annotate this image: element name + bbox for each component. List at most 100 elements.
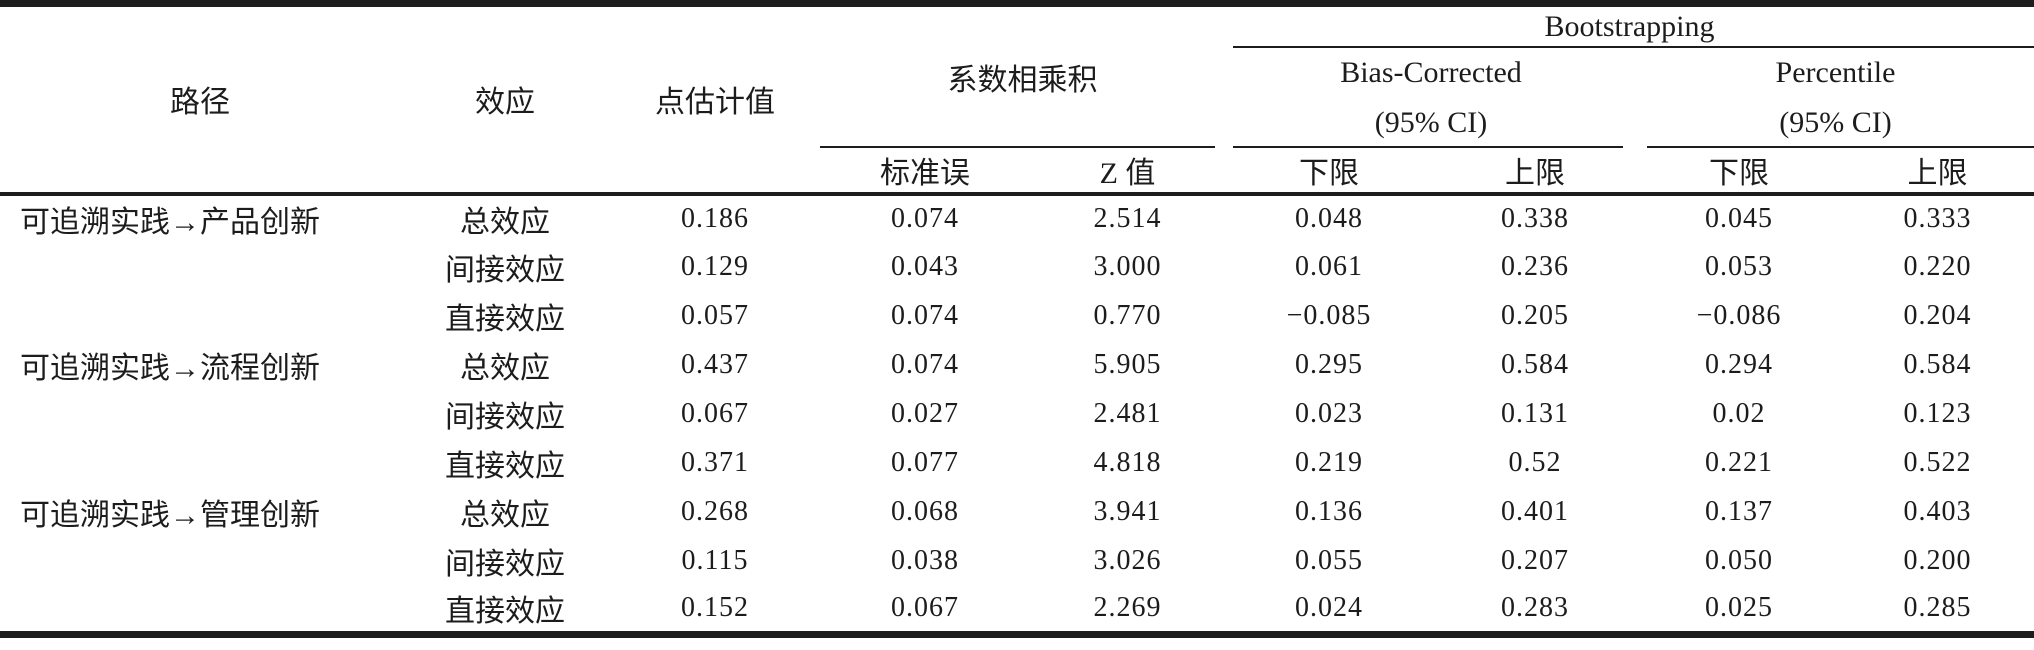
cell-std-error: 0.067 [891,592,959,624]
cell-path [0,243,400,292]
cell-point-estimate: 0.067 [681,398,749,429]
cell-bc-lower: 0.023 [1295,398,1363,429]
cell-std-error: 0.068 [891,496,959,527]
bias-corrected-label: Bias-Corrected [1340,55,1522,89]
cell-bc-upper: 0.205 [1501,300,1569,331]
col-header-bc-upper: 上限 [1505,156,1565,190]
cell-pct-upper: 0.285 [1903,592,1972,624]
cell-effect: 总效应 [460,352,550,385]
percentile-label: Percentile [1775,55,1896,89]
col-header-bc-lower: 下限 [1299,156,1359,190]
cell-z-value: 3.026 [1093,545,1162,576]
cell-point-estimate: 0.152 [681,592,749,624]
cell-pct-upper: 0.522 [1903,447,1972,478]
cell-pct-lower: 0.221 [1705,447,1773,478]
cell-std-error: 0.077 [891,447,959,478]
table-row: 间接效应 0.115 0.038 3.026 0.055 0.207 0.050… [0,537,2034,586]
cell-bc-upper: 0.52 [1508,447,1562,478]
cell-path [0,537,400,586]
bias-corrected-ci-label: (95% CI) [1374,105,1488,139]
table-row: 直接效应 0.152 0.067 2.269 0.024 0.283 0.025… [0,586,2034,635]
col-header-point-estimate: 点估计值 [655,86,775,120]
cell-z-value: 5.905 [1093,349,1162,380]
cell-effect: 间接效应 [445,254,565,287]
table-row: 可追溯实践→产品创新 总效应 0.186 0.074 2.514 0.048 0… [0,191,2034,243]
cell-bc-upper: 0.584 [1501,349,1569,380]
col-header-pct-upper: 上限 [1907,156,1968,190]
cell-effect: 间接效应 [445,548,565,581]
cell-bc-upper: 0.338 [1433,191,1637,243]
cell-pct-upper: 0.204 [1903,300,1972,331]
cell-path [0,292,400,341]
cell-point-estimate: 0.371 [681,447,749,478]
cell-bc-upper: 0.236 [1501,251,1569,282]
table-header: 路径 效应 点估计值 系数相乘积 Bootstrapping Bias-Corr… [0,4,2034,194]
cell-pct-lower: 0.050 [1705,545,1773,576]
header-row-top: 路径 效应 点估计值 系数相乘积 Bootstrapping [0,4,2034,144]
cell-z-value: 4.818 [1093,447,1162,478]
cell-pct-upper: 0.584 [1903,349,1972,380]
cell-std-error: 0.027 [891,398,959,429]
table-row: 直接效应 0.057 0.074 0.770 −0.085 0.205 −0.0… [0,292,2034,341]
cell-point-estimate: 0.437 [681,349,749,380]
cell-point-estimate: 0.115 [681,545,749,576]
cell-z-value: 2.514 [1030,191,1225,243]
cell-bc-upper: 0.207 [1501,545,1569,576]
cell-pct-lower: −0.086 [1696,300,1782,331]
cell-bc-lower: 0.136 [1295,496,1363,527]
col-header-z-value: Z 值 [1099,156,1156,190]
cell-std-error: 0.074 [891,349,959,380]
cell-point-estimate: 0.268 [681,496,749,527]
cell-z-value: 0.770 [1093,300,1162,331]
cell-bc-upper: 0.283 [1501,592,1569,624]
table-row: 可追溯实践→管理创新 总效应 0.268 0.068 3.941 0.136 0… [0,488,2034,537]
col-header-effect: 效应 [475,86,535,120]
col-header-path: 路径 [170,86,230,120]
cell-bc-upper: 0.131 [1501,398,1569,429]
cell-effect: 总效应 [460,499,550,532]
cell-effect: 直接效应 [445,303,565,336]
cell-effect: 间接效应 [445,401,565,434]
cell-point-estimate: 0.186 [610,191,820,243]
cell-effect: 直接效应 [445,595,565,629]
cell-pct-upper: 0.403 [1903,496,1972,527]
table-row: 间接效应 0.129 0.043 3.000 0.061 0.236 0.053… [0,243,2034,292]
cell-z-value: 3.941 [1093,496,1162,527]
table-body: 可追溯实践→产品创新 总效应 0.186 0.074 2.514 0.048 0… [0,191,2034,635]
cell-bc-lower: 0.048 [1225,191,1433,243]
cell-path: 可追溯实践→管理创新 [20,499,320,532]
cell-path: 可追溯实践→流程创新 [20,352,320,385]
cell-pct-upper: 0.220 [1903,251,1972,282]
cell-z-value: 2.269 [1093,592,1162,624]
percentile-ci-label: (95% CI) [1779,105,1892,139]
cell-pct-lower: 0.294 [1705,349,1773,380]
table-row: 直接效应 0.371 0.077 4.818 0.219 0.52 0.221 … [0,439,2034,488]
cell-pct-upper: 0.123 [1903,398,1972,429]
table-row: 间接效应 0.067 0.027 2.481 0.023 0.131 0.02 … [0,390,2034,439]
cell-std-error: 0.043 [891,251,959,282]
col-header-coefficient-product: 系数相乘积 [820,4,1225,148]
cell-std-error: 0.038 [891,545,959,576]
cell-path [0,586,400,635]
cell-pct-lower: 0.137 [1705,496,1773,527]
col-header-percentile: Percentile (95% CI) [1637,48,2034,148]
cell-pct-lower: 0.02 [1712,398,1766,429]
cell-pct-lower: 0.045 [1637,191,1841,243]
cell-z-value: 3.000 [1093,251,1162,282]
cell-pct-lower: 0.025 [1705,592,1773,624]
col-header-pct-lower: 下限 [1709,156,1769,190]
cell-bc-lower: −0.085 [1286,300,1372,331]
cell-pct-upper: 0.200 [1903,545,1972,576]
cell-z-value: 2.481 [1093,398,1162,429]
header-row-ci-groups: Bias-Corrected (95% CI) Percentile (95% … [0,48,2034,148]
cell-std-error: 0.074 [820,191,1030,243]
col-header-bias-corrected: Bias-Corrected (95% CI) [1225,48,1637,148]
cell-path: 可追溯实践→产品创新 [0,191,400,243]
cell-path [0,390,400,439]
cell-effect: 总效应 [400,191,610,243]
cell-pct-lower: 0.053 [1705,251,1773,282]
table-row: 可追溯实践→流程创新 总效应 0.437 0.074 5.905 0.295 0… [0,341,2034,390]
cell-bc-lower: 0.295 [1295,349,1363,380]
cell-bc-lower: 0.055 [1295,545,1363,576]
